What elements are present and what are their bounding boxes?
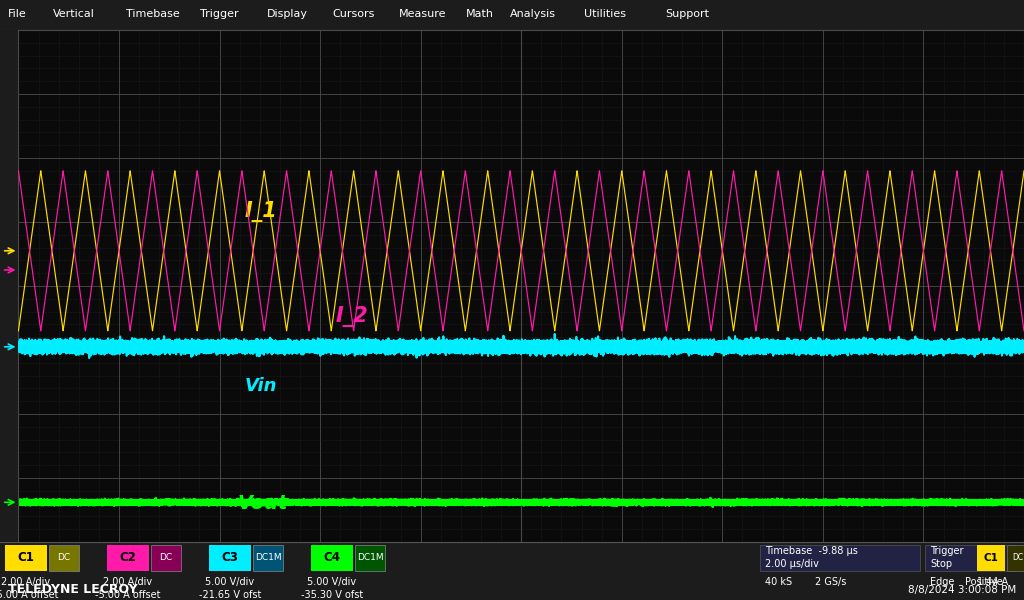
Text: DC: DC [160,553,173,562]
Text: 1.44 A: 1.44 A [977,577,1008,587]
Text: I_2: I_2 [335,306,368,327]
Bar [925,545,1015,571]
Text: Positive: Positive [965,577,1002,587]
Bar [106,545,150,571]
Bar [49,545,79,571]
Text: -35.30 V ofst: -35.30 V ofst [301,590,364,600]
Text: Measure: Measure [399,10,446,19]
Text: -5.00 A offset: -5.00 A offset [95,590,161,600]
Bar [760,545,920,571]
Text: Cursors: Cursors [333,10,375,19]
Text: Timebase  -9.88 μs: Timebase -9.88 μs [765,547,858,556]
Text: Trigger: Trigger [200,10,239,19]
Text: 2.00 μs/div: 2.00 μs/div [765,559,819,569]
Text: Vout: Vout [238,494,288,513]
Text: DC1M: DC1M [356,553,383,562]
Bar [311,545,353,571]
Text: Stop: Stop [930,559,952,569]
Text: I_1: I_1 [245,201,278,222]
Text: -21.65 V ofst: -21.65 V ofst [199,590,261,600]
Text: C1: C1 [17,551,35,565]
Text: Utilities: Utilities [584,10,626,19]
Text: Support: Support [665,10,709,19]
Bar [209,545,251,571]
Text: C3: C3 [221,551,239,565]
Text: DC: DC [57,553,71,562]
Bar [355,545,385,571]
Text: Math: Math [466,10,494,19]
Bar [1007,545,1024,571]
Text: C4: C4 [324,551,341,565]
Text: 40 kS: 40 kS [765,577,793,587]
Text: C1: C1 [984,553,998,563]
Text: TELEDYNE LECROY: TELEDYNE LECROY [8,583,137,596]
Text: 5.00 V/div: 5.00 V/div [206,577,255,587]
Bar [5,545,47,571]
Bar [253,545,283,571]
Text: DC1M: DC1M [255,553,282,562]
Text: DC: DC [1013,553,1024,562]
Text: Trigger: Trigger [930,547,964,556]
Text: 5.00 V/div: 5.00 V/div [307,577,356,587]
Text: File: File [8,10,27,19]
Bar [977,545,1005,571]
Text: 2 GS/s: 2 GS/s [815,577,847,587]
Text: Vin: Vin [245,377,278,395]
Text: Analysis: Analysis [510,10,556,19]
Text: Edge: Edge [930,577,954,587]
Bar [151,545,181,571]
Text: Timebase: Timebase [126,10,180,19]
Text: Vertical: Vertical [53,10,94,19]
Text: -5.00 A offset: -5.00 A offset [0,590,58,600]
Text: 2.00 A/div: 2.00 A/div [1,577,50,587]
Text: Display: Display [266,10,307,19]
Text: C2: C2 [120,551,136,565]
Text: 8/8/2024 3:00:08 PM: 8/8/2024 3:00:08 PM [907,585,1016,595]
Text: 2.00 A/div: 2.00 A/div [103,577,153,587]
